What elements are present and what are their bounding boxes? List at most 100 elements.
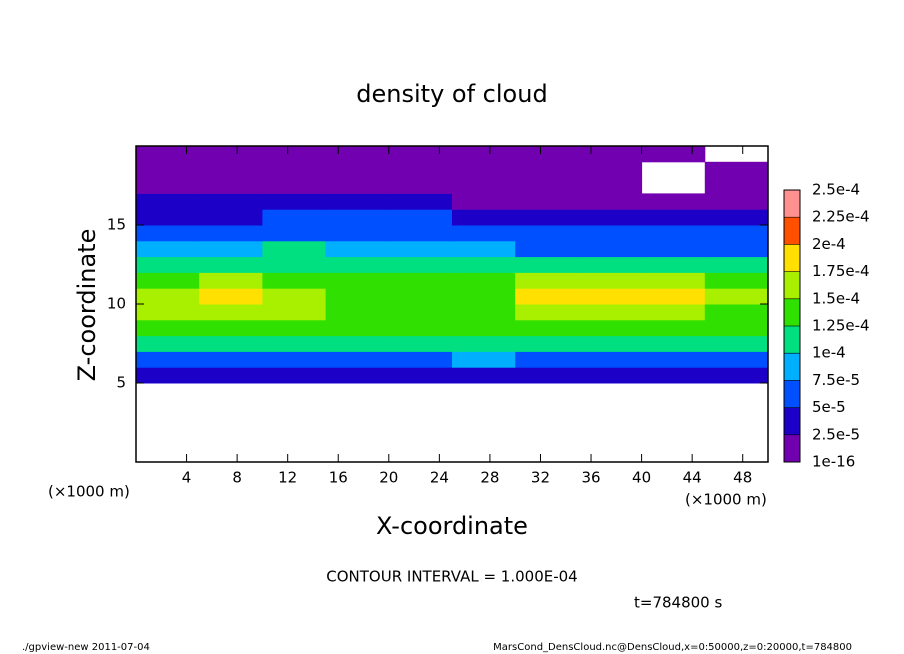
heat-cell	[578, 304, 643, 321]
heat-cell	[136, 304, 200, 321]
colorbar-band	[784, 271, 800, 299]
heat-cell	[704, 367, 769, 384]
heat-cell	[199, 367, 263, 384]
x-tick-label: 8	[232, 469, 242, 487]
heat-cell	[262, 272, 327, 289]
colorbar-label: 2.5e-5	[812, 425, 860, 443]
colorbar-frame	[783, 189, 801, 463]
heat-cell	[199, 161, 263, 179]
chart-title: density of cloud	[356, 80, 547, 108]
heat-cell	[262, 319, 327, 337]
heat-cell	[325, 209, 390, 226]
heat-cell	[641, 146, 706, 163]
heat-cell	[704, 177, 769, 194]
heat-cell	[136, 319, 200, 337]
heat-cell	[388, 272, 453, 289]
heat-cell	[578, 351, 643, 368]
heat-cell	[515, 177, 579, 194]
heat-cell	[262, 209, 327, 226]
heat-cell	[325, 367, 390, 384]
heat-cell	[136, 351, 200, 368]
heat-cell	[325, 193, 390, 210]
heat-cell	[136, 146, 200, 163]
heat-cell	[641, 193, 706, 210]
heat-cell	[262, 177, 327, 194]
heat-cell	[578, 319, 643, 337]
heat-cell	[641, 272, 706, 289]
heat-cell	[199, 256, 263, 273]
time-label: t=784800 s	[634, 594, 722, 612]
heat-cell	[388, 256, 453, 273]
heat-cell	[136, 209, 200, 226]
colorbar-label: 1e-16	[812, 453, 855, 471]
heat-cell	[515, 240, 579, 258]
heat-cell	[578, 367, 643, 384]
colorbar-label: 1.75e-4	[812, 262, 870, 280]
heat-cell	[388, 146, 453, 163]
heat-cell	[452, 146, 516, 163]
x-tick-label: 40	[632, 469, 651, 487]
heat-cell	[515, 272, 579, 289]
colorbar-band	[784, 380, 800, 408]
heat-cell	[388, 304, 453, 321]
heat-cell	[136, 177, 200, 194]
heat-cell	[325, 240, 390, 258]
heat-cell	[515, 193, 579, 210]
heat-cell	[325, 225, 390, 242]
heat-cell	[515, 161, 579, 179]
x-tick-label: 44	[683, 469, 702, 487]
heat-cell	[641, 209, 706, 226]
colorbar-label: 2.5e-4	[812, 181, 860, 199]
colorbar-label: 1.5e-4	[812, 289, 860, 307]
heat-cell	[704, 256, 769, 273]
heat-cell	[262, 193, 327, 210]
heat-cell	[262, 351, 327, 368]
heat-cell	[388, 367, 453, 384]
heat-cell	[388, 240, 453, 258]
heat-cell	[452, 209, 516, 226]
colorbar-label: 2.25e-4	[812, 208, 870, 226]
heat-cell	[515, 256, 579, 273]
heat-cell	[388, 177, 453, 194]
heat-cell	[452, 304, 516, 321]
heat-cell	[199, 335, 263, 352]
colorbar-label: 1.25e-4	[812, 317, 870, 335]
y-tick-label: 5	[116, 374, 126, 392]
x-tick-label: 28	[480, 469, 499, 487]
heat-cell	[388, 225, 453, 242]
heat-cell	[515, 304, 579, 321]
heat-cell	[199, 193, 263, 210]
heat-cell	[388, 351, 453, 368]
heat-cell	[388, 161, 453, 179]
heat-cell	[704, 209, 769, 226]
heat-cell	[199, 319, 263, 337]
heat-cell	[704, 240, 769, 258]
x-tick-label: 12	[278, 469, 297, 487]
heat-cell	[136, 272, 200, 289]
colorbar-label: 2e-4	[812, 235, 846, 253]
heat-cell	[515, 351, 579, 368]
heat-cell	[325, 288, 390, 305]
heat-cell	[452, 367, 516, 384]
heat-cell	[515, 146, 579, 163]
heat-cell	[452, 335, 516, 352]
x-tick-label: 32	[531, 469, 550, 487]
heat-cell	[199, 272, 263, 289]
heat-cell	[388, 209, 453, 226]
heat-cell	[704, 304, 769, 321]
colorbar-band	[784, 298, 800, 326]
heat-cell	[136, 240, 200, 258]
heat-cell	[388, 193, 453, 210]
colorbar-band	[784, 244, 800, 272]
x-unit: (×1000 m)	[685, 491, 767, 509]
heat-cell	[199, 351, 263, 368]
heat-cell	[578, 272, 643, 289]
heat-cell	[641, 256, 706, 273]
heat-cell	[578, 161, 643, 179]
heat-cell	[515, 225, 579, 242]
x-tick-label: 4	[182, 469, 192, 487]
heat-cell	[641, 367, 706, 384]
heat-cell	[578, 177, 643, 194]
heat-cell	[325, 146, 390, 163]
